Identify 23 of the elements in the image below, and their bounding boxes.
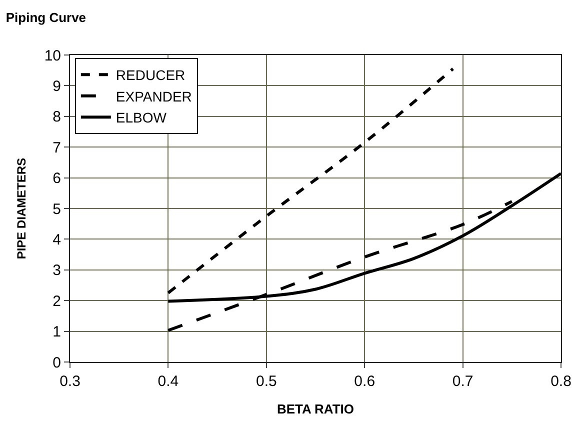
y-tick-label: 1 (52, 324, 61, 341)
y-tick-label: 8 (52, 108, 61, 126)
y-tick-label: 4 (52, 231, 61, 248)
x-tick-label: 0.8 (550, 373, 572, 390)
y-tick-label: 2 (52, 292, 61, 310)
y-tick-label: 3 (52, 262, 61, 280)
x-tick-label: 0.5 (256, 373, 277, 390)
y-tick-label: 9 (52, 78, 61, 95)
legend-label: REDUCER (116, 67, 186, 84)
y-tick-label: 5 (52, 200, 61, 218)
x-tick-label: 0.7 (452, 373, 474, 390)
y-axis-title: PIPE DIAMETERS (14, 158, 29, 260)
legend-label: EXPANDER (116, 88, 192, 104)
chart-title: Piping Curve (6, 10, 86, 25)
legend-label: ELBOW (116, 110, 168, 126)
y-tick-label: 7 (52, 139, 61, 156)
x-tick-label: 0.6 (354, 373, 376, 390)
y-tick-label: 6 (52, 170, 61, 188)
x-axis-title: BETA RATIO (276, 402, 354, 417)
x-tick-label: 0.4 (158, 373, 179, 390)
y-tick-label: 0 (52, 354, 61, 372)
x-tick-label: 0.3 (60, 373, 80, 390)
y-tick-label: 10 (44, 47, 61, 64)
